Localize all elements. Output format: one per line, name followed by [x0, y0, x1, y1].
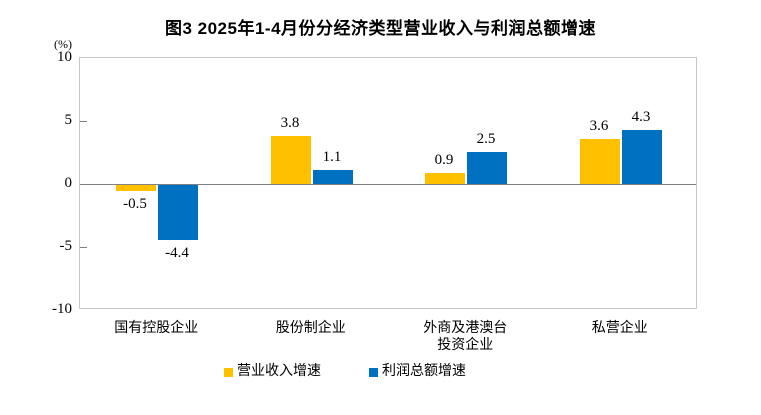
- data-label: 3.6: [589, 118, 609, 134]
- x-axis-category-label: 私营企业: [591, 321, 648, 336]
- y-axis-tick-label: 10: [57, 49, 72, 65]
- x-axis-category-label: 外商及港澳台 投资企业: [423, 321, 508, 353]
- y-axis-tick-label: -10: [52, 301, 72, 317]
- chart-legend: 营业收入增速 利润总额增速: [224, 363, 466, 381]
- x-axis-category-label: 国有控股企业: [114, 321, 199, 336]
- plot-area: [79, 57, 697, 309]
- y-axis-tick-label: -5: [59, 238, 73, 254]
- bar-profit-1: [313, 170, 353, 184]
- bar-revenue-3: [580, 139, 620, 184]
- chart-title: 图3 2025年1-4月份分经济类型营业收入与利润总额增速: [164, 19, 597, 38]
- bar-profit-2: [467, 152, 507, 184]
- y-axis-tick-label: 5: [64, 112, 73, 128]
- y-axis-unit-label: (%): [54, 37, 72, 51]
- legend-item-profit: 利润总额增速: [369, 363, 466, 381]
- data-label: 1.1: [322, 149, 342, 165]
- legend-item-revenue: 营业收入增速: [224, 363, 321, 381]
- bar-profit-0: [158, 185, 198, 240]
- data-label: 3.8: [280, 115, 300, 131]
- legend-label: 营业收入增速: [237, 364, 321, 379]
- y-axis-tick-label: 0: [64, 175, 73, 191]
- bar-revenue-2: [425, 173, 465, 184]
- y-axis-tick-mark: [80, 247, 87, 248]
- bar-profit-3: [622, 130, 662, 184]
- legend-swatch-icon: [224, 367, 233, 377]
- y-axis-tick-mark: [80, 121, 87, 122]
- data-label: -0.5: [123, 196, 147, 212]
- zero-axis-line: [80, 184, 696, 185]
- x-axis-category-label: 股份制企业: [275, 321, 346, 336]
- legend-swatch-icon: [369, 367, 378, 377]
- data-label: 0.9: [434, 152, 454, 168]
- legend-label: 利润总额增速: [382, 364, 466, 379]
- data-label: 4.3: [631, 109, 651, 125]
- bar-revenue-0: [116, 185, 156, 191]
- bar-revenue-1: [271, 136, 311, 184]
- data-label: 2.5: [476, 131, 496, 147]
- data-label: -4.4: [165, 245, 189, 261]
